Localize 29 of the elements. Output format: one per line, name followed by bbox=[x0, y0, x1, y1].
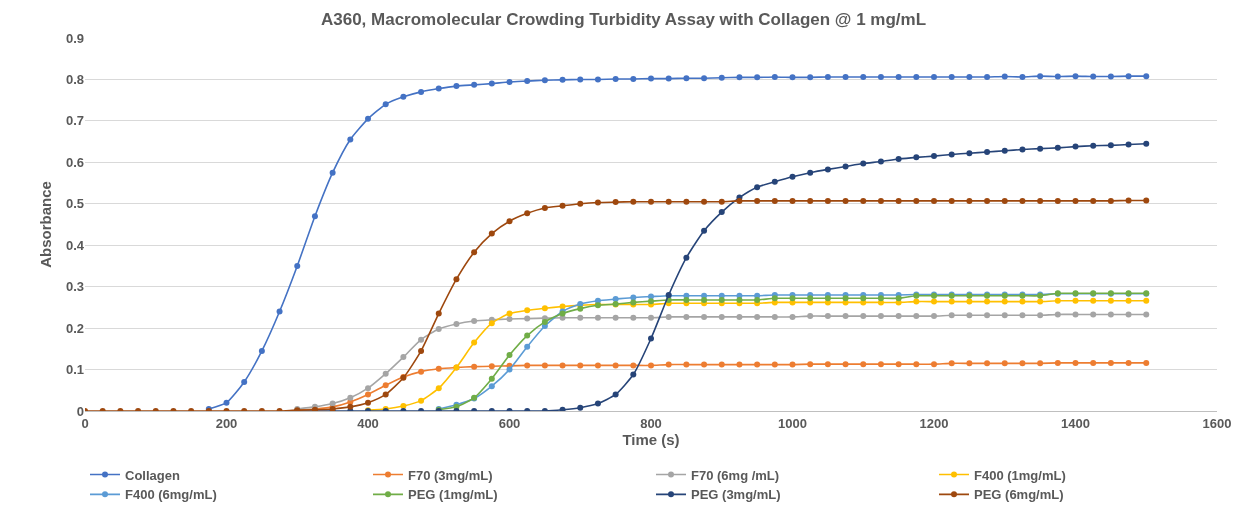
legend-label: Collagen bbox=[125, 467, 180, 483]
y-tick-label: 0.7 bbox=[65, 113, 84, 129]
legend-label: PEG (1mg/mL) bbox=[408, 487, 498, 503]
x-tick-label: 200 bbox=[215, 415, 238, 431]
legend-label: F70 (3mg/mL) bbox=[408, 467, 493, 483]
y-tick-label: 0.8 bbox=[65, 71, 84, 87]
legend-label: F70 (6mg /mL) bbox=[691, 467, 780, 483]
y-tick-label: 0.4 bbox=[65, 237, 85, 253]
x-tick-label: 400 bbox=[357, 415, 379, 431]
x-tick-label: 1400 bbox=[1061, 415, 1090, 431]
y-tick-label: 0 bbox=[76, 403, 84, 419]
y-axis-title: Absorbance bbox=[37, 181, 55, 268]
x-tick-label: 1600 bbox=[1202, 415, 1232, 431]
y-tick-label: 0.9 bbox=[65, 30, 84, 46]
x-axis-title: Time (s) bbox=[622, 430, 680, 448]
y-tick-label: 0.5 bbox=[65, 196, 84, 212]
y-tick-label: 0.6 bbox=[65, 154, 84, 170]
legend-label: F400 (1mg/mL) bbox=[974, 467, 1066, 483]
y-tick-label: 0.2 bbox=[65, 320, 84, 336]
x-tick-label: 1200 bbox=[919, 415, 949, 431]
chart-title: A360, Macromolecular Crowding Turbidity Assay with Collagen @ 1 mg/mL bbox=[320, 9, 927, 29]
legend-label: PEG (3mg/mL) bbox=[691, 487, 781, 503]
y-tick-label: 0.1 bbox=[65, 362, 84, 378]
x-tick-label: 1000 bbox=[778, 415, 807, 431]
legend-label: F400 (6mg/mL) bbox=[125, 487, 217, 503]
legend-label: PEG (6mg/mL) bbox=[974, 487, 1064, 503]
x-tick-label: 800 bbox=[640, 415, 662, 431]
x-tick-label: 600 bbox=[498, 415, 521, 431]
y-tick-label: 0.3 bbox=[65, 279, 84, 295]
